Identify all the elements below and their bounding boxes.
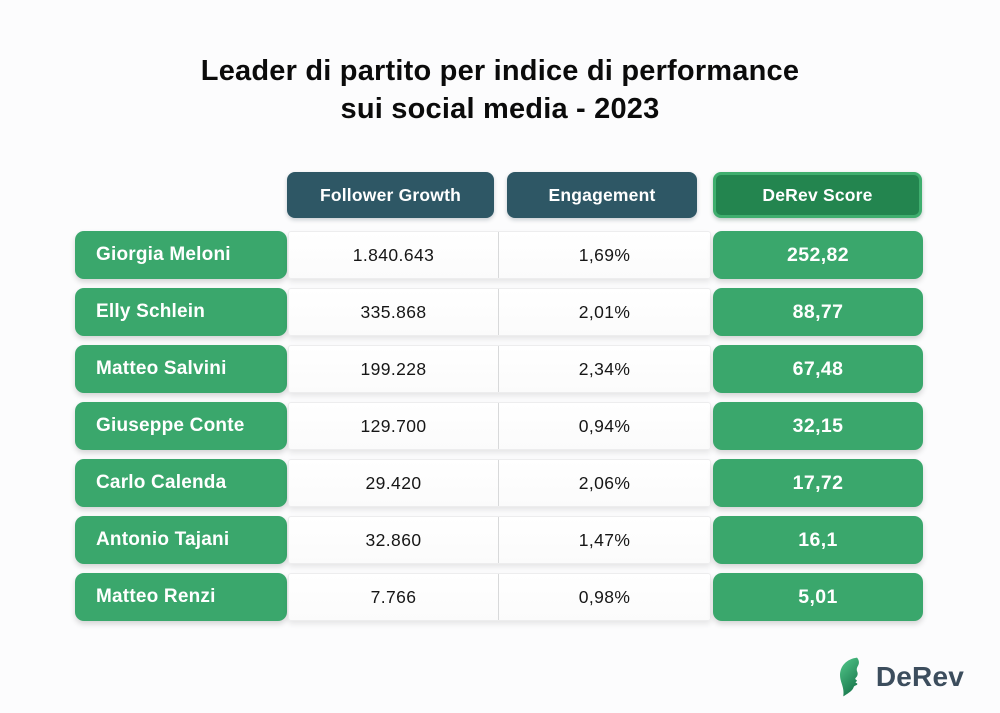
leader-name-pill: Matteo Renzi	[75, 573, 287, 621]
table-row: Elly Schlein 335.868 2,01% 88,77	[75, 288, 923, 336]
derev-score-pill: 252,82	[713, 231, 923, 279]
page-title-line1: Leader di partito per indice di performa…	[200, 55, 800, 87]
follower-growth-value: 199.228	[360, 358, 427, 379]
leader-name-pill: Elly Schlein	[75, 288, 287, 336]
metrics-cells: 129.700 0,94%	[288, 402, 711, 450]
derev-score-pill: 88,77	[713, 288, 923, 336]
derev-score-pill: 16,1	[713, 516, 923, 564]
metrics-cells: 1.840.643 1,69%	[288, 231, 711, 279]
metrics-cells: 7.766 0,98%	[288, 573, 711, 621]
derev-face-icon	[839, 657, 859, 697]
derev-score-pill: 5,01	[713, 573, 923, 621]
metrics-cells: 32.860 1,47%	[288, 516, 711, 564]
table-row: Carlo Calenda 29.420 2,06% 17,72	[75, 459, 923, 507]
column-header-engagement: Engagement	[507, 172, 697, 218]
leader-name-pill: Giorgia Meloni	[75, 231, 287, 279]
engagement-value: 0,94%	[498, 403, 710, 449]
table-row: Antonio Tajani 32.860 1,47% 16,1	[75, 516, 923, 564]
table-row: Giorgia Meloni 1.840.643 1,69% 252,82	[75, 231, 923, 279]
engagement-value: 1,69%	[498, 232, 710, 278]
table-row: Giuseppe Conte 129.700 0,94% 32,15	[75, 402, 923, 450]
derev-score-pill: 17,72	[713, 459, 923, 507]
derev-score-pill: 32,15	[713, 402, 923, 450]
leader-name-pill: Matteo Salvini	[75, 345, 287, 393]
follower-growth-value: 7.766	[370, 586, 417, 607]
page-title: Leader di partito per indice di performa…	[0, 52, 1000, 128]
engagement-value: 2,01%	[498, 289, 710, 335]
follower-growth-value: 29.420	[365, 472, 422, 493]
follower-growth-value: 32.860	[365, 529, 422, 550]
follower-growth-value: 1.840.643	[352, 244, 435, 265]
derev-score-pill: 67,48	[713, 345, 923, 393]
engagement-value: 1,47%	[498, 517, 710, 563]
metrics-cells: 335.868 2,01%	[288, 288, 711, 336]
leaders-table: Follower Growth Engagement DeRev Score G…	[75, 172, 923, 622]
derev-logo: DeRev	[838, 656, 964, 698]
derev-logo-text: DeRev	[875, 661, 964, 692]
engagement-value: 0,98%	[498, 574, 710, 620]
follower-growth-value: 129.700	[360, 415, 427, 436]
leader-name-pill: Antonio Tajani	[75, 516, 287, 564]
table-row: Matteo Salvini 199.228 2,34% 67,48	[75, 345, 923, 393]
page-title-line2: sui social media - 2023	[340, 93, 660, 125]
follower-growth-value: 335.868	[360, 301, 427, 322]
leader-name-pill: Giuseppe Conte	[75, 402, 287, 450]
leader-name-pill: Carlo Calenda	[75, 459, 287, 507]
engagement-value: 2,34%	[498, 346, 710, 392]
column-header-derev-score: DeRev Score	[713, 172, 922, 218]
engagement-value: 2,06%	[498, 460, 710, 506]
column-header-follower-growth: Follower Growth	[287, 172, 494, 218]
table-row: Matteo Renzi 7.766 0,98% 5,01	[75, 573, 923, 621]
metrics-cells: 29.420 2,06%	[288, 459, 711, 507]
metrics-cells: 199.228 2,34%	[288, 345, 711, 393]
